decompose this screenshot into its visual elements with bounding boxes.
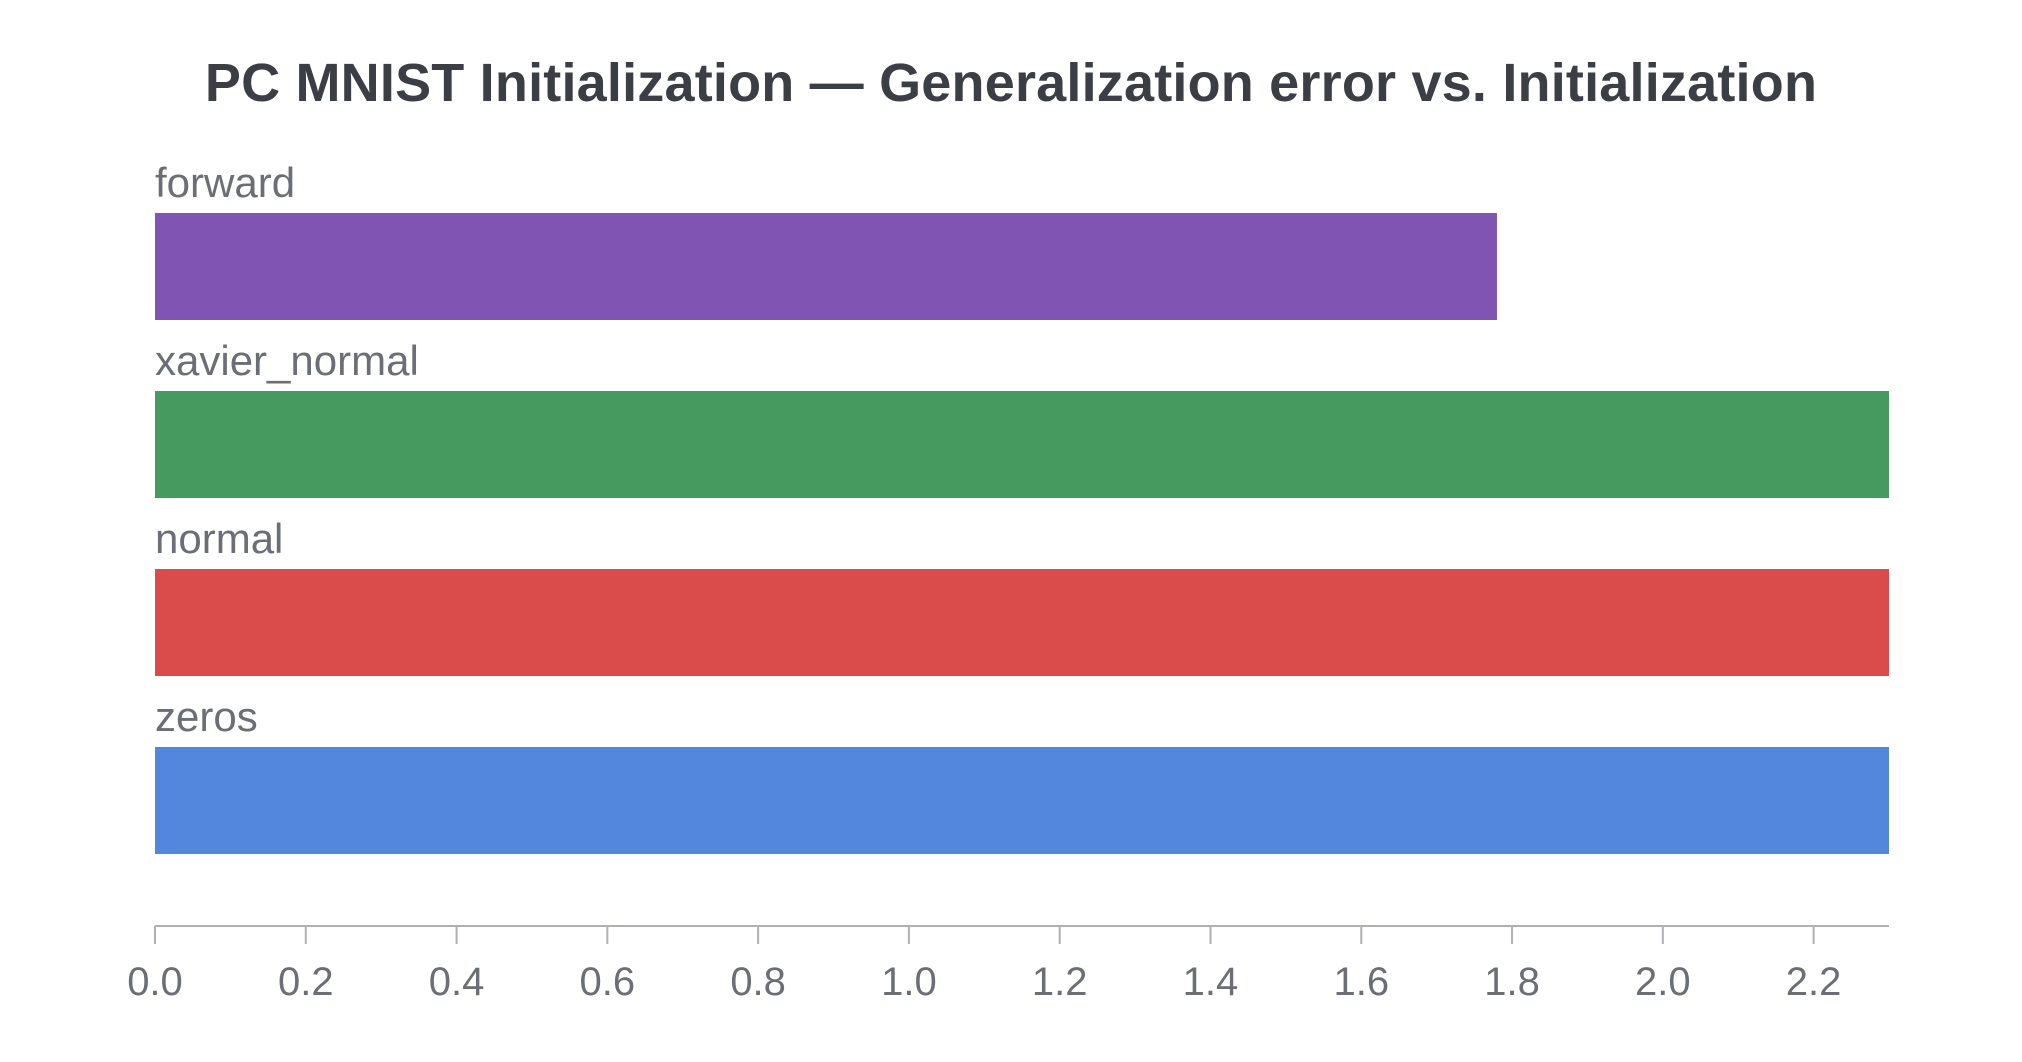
x-tick-label: 1.4 xyxy=(1183,960,1239,1004)
x-tick-label: 0.0 xyxy=(127,960,183,1004)
category-label: forward xyxy=(155,159,295,206)
chart-title: PC MNIST Initialization — Generalization… xyxy=(204,53,1818,113)
x-tick-label: 1.6 xyxy=(1333,960,1389,1004)
x-tick-label: 1.8 xyxy=(1484,960,1540,1004)
x-tick-label: 0.6 xyxy=(580,960,636,1004)
x-tick-label: 1.0 xyxy=(881,960,937,1004)
bar-zeros[interactable] xyxy=(155,747,1889,854)
x-tick-label: 2.0 xyxy=(1635,960,1691,1004)
bar-forward[interactable] xyxy=(155,213,1497,320)
x-axis: 0.0 0.2 0.4 0.6 0.8 1.0 1.2 1.4 1.6 1.8 2.0 2.2 xyxy=(127,925,1889,1004)
bar-normal[interactable] xyxy=(155,569,1889,676)
x-tick-label: 2.2 xyxy=(1786,960,1842,1004)
x-tick-label: 1.2 xyxy=(1032,960,1088,1004)
x-tick-label: 0.4 xyxy=(429,960,485,1004)
x-tick-label: 0.8 xyxy=(730,960,786,1004)
x-tick-label: 0.2 xyxy=(278,960,334,1004)
category-label: normal xyxy=(155,515,283,562)
category-label: xavier_normal xyxy=(155,337,419,384)
category-label: zeros xyxy=(155,693,258,740)
bar-xavier-normal[interactable] xyxy=(155,391,1889,498)
